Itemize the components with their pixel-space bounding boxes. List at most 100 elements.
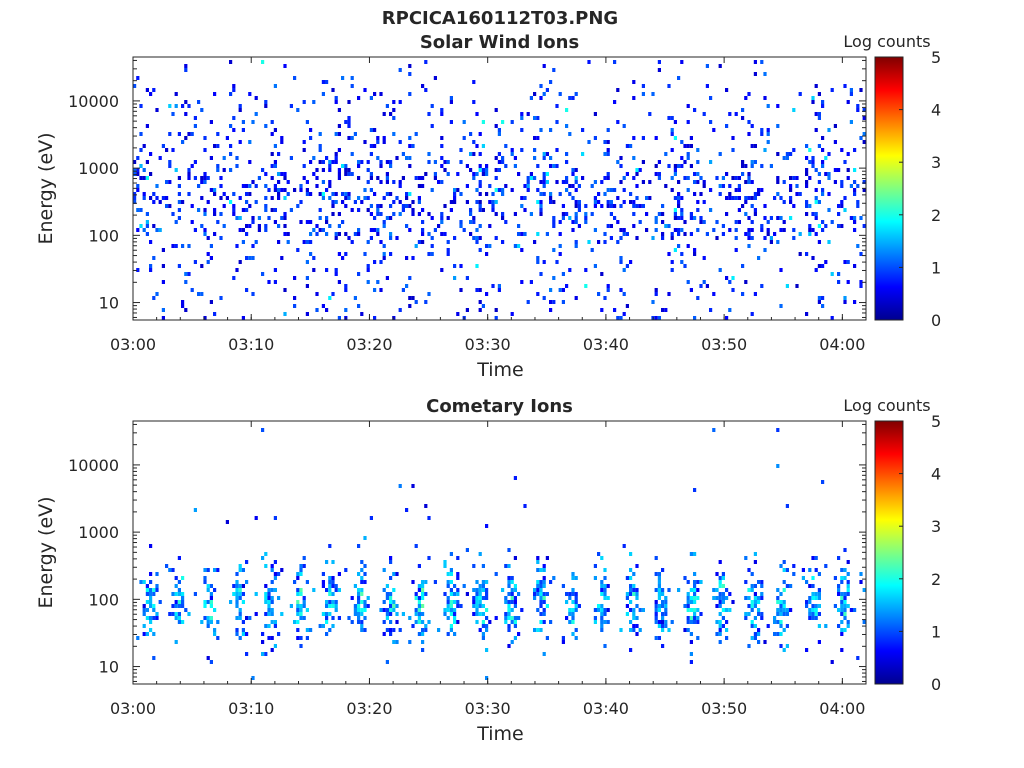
- heatmap-cell: [449, 612, 453, 616]
- heatmap-cell: [360, 628, 364, 632]
- heatmap-cell: [827, 208, 831, 212]
- heatmap-cell: [235, 216, 239, 220]
- heatmap-cell: [744, 96, 748, 100]
- heatmap-cell: [571, 576, 575, 580]
- heatmap-cell: [193, 160, 197, 164]
- heatmap-cell: [497, 132, 501, 136]
- heatmap-cell: [805, 168, 809, 172]
- heatmap-cell: [539, 208, 543, 212]
- heatmap-cell: [328, 160, 332, 164]
- heatmap-cell: [606, 288, 610, 292]
- heatmap-cell: [542, 260, 546, 264]
- heatmap-cell: [427, 160, 431, 164]
- heatmap-cell: [203, 232, 207, 236]
- heatmap-cell: [853, 228, 857, 232]
- heatmap-cell: [843, 592, 847, 596]
- heatmap-cell: [600, 624, 604, 628]
- heatmap-cell: [283, 176, 287, 180]
- heatmap-cell: [421, 592, 425, 596]
- heatmap-cell: [689, 600, 693, 604]
- heatmap-cell: [683, 232, 687, 236]
- heatmap-cell: [715, 176, 719, 180]
- heatmap-cell: [795, 284, 799, 288]
- heatmap-cell: [139, 580, 143, 584]
- heatmap-cell: [523, 232, 527, 236]
- heatmap-cell: [622, 312, 626, 316]
- heatmap-cell: [600, 584, 604, 588]
- heatmap-cell: [635, 172, 639, 176]
- heatmap-cell: [629, 576, 633, 580]
- heatmap-cell: [245, 184, 249, 188]
- heatmap-cell: [529, 176, 533, 180]
- heatmap-cell: [357, 304, 361, 308]
- heatmap-cell: [401, 204, 405, 208]
- heatmap-cell: [475, 144, 479, 148]
- heatmap-cell: [568, 192, 572, 196]
- heatmap-cell: [673, 168, 677, 172]
- heatmap-cell: [337, 252, 341, 256]
- heatmap-cell: [411, 624, 415, 628]
- heatmap-cell: [302, 564, 306, 568]
- heatmap-cell: [414, 620, 418, 624]
- heatmap-cell: [574, 92, 578, 96]
- heatmap-cell: [440, 180, 444, 184]
- heatmap-cell: [811, 616, 815, 620]
- heatmap-cell: [152, 604, 156, 608]
- heatmap-cell: [510, 580, 514, 584]
- heatmap-cell: [801, 576, 805, 580]
- heatmap-cell: [657, 172, 661, 176]
- heatmap-cell: [846, 260, 850, 264]
- heatmap-cell: [536, 188, 540, 192]
- heatmap-cell: [325, 612, 329, 616]
- heatmap-cell: [501, 212, 505, 216]
- heatmap-cell: [481, 632, 485, 636]
- heatmap-cell: [437, 224, 441, 228]
- heatmap-cell: [389, 192, 393, 196]
- heatmap-cell: [312, 228, 316, 232]
- heatmap-cell: [680, 140, 684, 144]
- heatmap-cell: [606, 620, 610, 624]
- heatmap-cell: [776, 608, 780, 612]
- heatmap-cell: [203, 212, 207, 216]
- heatmap-cell: [571, 620, 575, 624]
- heatmap-cell: [753, 616, 757, 620]
- heatmap-cell: [805, 172, 809, 176]
- heatmap-cell: [686, 144, 690, 148]
- heatmap-cell: [411, 144, 415, 148]
- heatmap-cell: [401, 208, 405, 212]
- heatmap-cell: [293, 76, 297, 80]
- heatmap-cell: [357, 600, 361, 604]
- heatmap-cell: [747, 604, 751, 608]
- heatmap-cell: [475, 264, 479, 268]
- heatmap-cell: [741, 116, 745, 120]
- heatmap-cell: [302, 176, 306, 180]
- heatmap-cell: [789, 196, 793, 200]
- heatmap-cell: [152, 296, 156, 300]
- heatmap-cell: [469, 232, 473, 236]
- heatmap-cell: [782, 628, 786, 632]
- heatmap-cell: [440, 112, 444, 116]
- heatmap-cell: [373, 92, 377, 96]
- heatmap-cell: [840, 580, 844, 584]
- heatmap-cell: [600, 604, 604, 608]
- heatmap-cell: [667, 84, 671, 88]
- heatmap-cell: [344, 168, 348, 172]
- heatmap-cell: [331, 204, 335, 208]
- y-tick-label: 100: [88, 590, 119, 609]
- heatmap-cell: [689, 632, 693, 636]
- heatmap-cell: [657, 176, 661, 180]
- heatmap-cell: [366, 240, 370, 244]
- heatmap-cell: [584, 212, 588, 216]
- heatmap-cell: [456, 600, 460, 604]
- heatmap-cell: [392, 588, 396, 592]
- heatmap-cell: [398, 628, 402, 632]
- heatmap-cell: [616, 160, 620, 164]
- heatmap-cell: [485, 648, 489, 652]
- heatmap-cell: [776, 176, 780, 180]
- heatmap-cell: [731, 196, 735, 200]
- heatmap-cell: [296, 588, 300, 592]
- heatmap-cell: [625, 264, 629, 268]
- heatmap-cell: [798, 232, 802, 236]
- heatmap-cell: [219, 236, 223, 240]
- heatmap-cell: [670, 128, 674, 132]
